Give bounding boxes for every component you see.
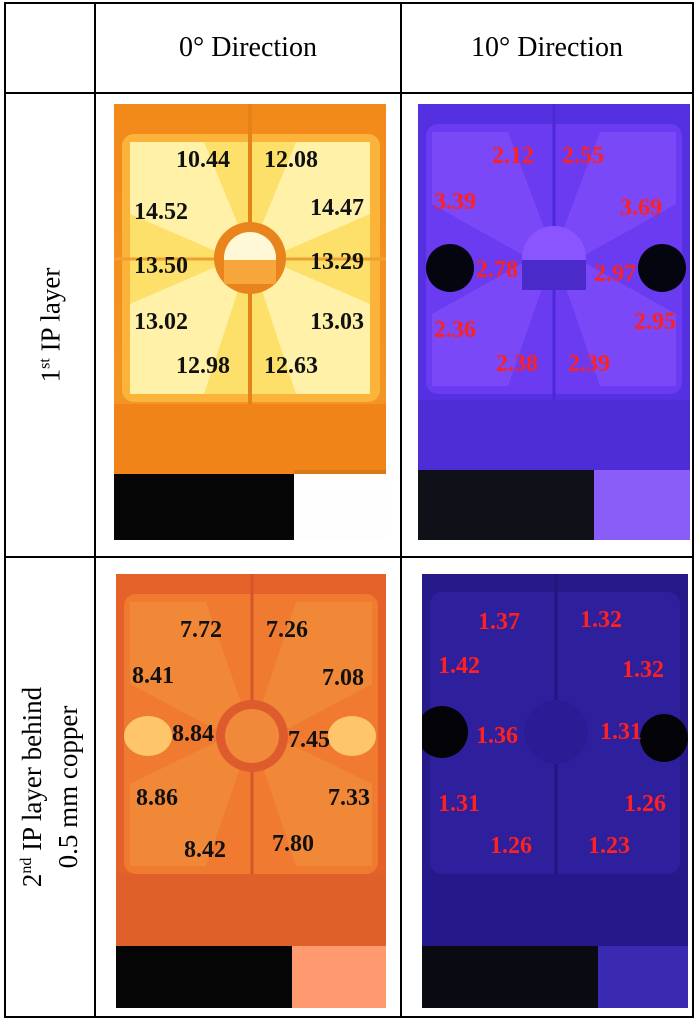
- row1-suffix: IP layer: [35, 267, 66, 359]
- table-border-left: [4, 2, 6, 1018]
- value-label: 7.80: [272, 831, 314, 857]
- value-label: 1.37: [478, 609, 520, 635]
- value-label: 12.08: [264, 147, 318, 173]
- row2-suffix: IP layer behind: [17, 686, 48, 858]
- table-border-right: [692, 2, 694, 1018]
- thermal-image-layer1-10deg-graphic: [418, 104, 690, 540]
- value-label: 13.50: [134, 253, 188, 279]
- value-label: 13.03: [310, 309, 364, 335]
- value-label: 2.38: [496, 351, 538, 377]
- value-label: 12.98: [176, 353, 230, 379]
- value-label: 8.84: [172, 721, 214, 747]
- value-label: 2.97: [594, 261, 636, 287]
- thermal-image-layer2-0deg-graphic: [116, 574, 386, 1008]
- row1-sup: st: [36, 358, 54, 369]
- thermal-image-layer1-10deg: 2.12 2.55 3.39 3.69 2.78 2.97 2.36 2.95 …: [418, 104, 690, 540]
- value-label: 1.23: [588, 833, 630, 859]
- value-label: 12.63: [264, 353, 318, 379]
- table-border-col1: [94, 2, 96, 1018]
- row1-prefix: 1: [35, 368, 66, 383]
- value-label: 3.39: [434, 189, 476, 215]
- column-header-0deg-angle: 0°: [179, 32, 205, 63]
- results-table: 0° Direction 10° Direction 1st IP layer …: [4, 2, 694, 1018]
- thermal-image-layer2-10deg: 1.37 1.32 1.42 1.32 1.36 1.31 1.31 1.26 …: [422, 574, 688, 1008]
- row2-prefix: 2: [17, 873, 48, 888]
- value-label: 7.26: [266, 617, 308, 643]
- value-label: 8.41: [132, 663, 174, 689]
- value-label: 1.26: [490, 833, 532, 859]
- value-label: 1.31: [600, 719, 642, 745]
- value-label: 10.44: [176, 147, 230, 173]
- column-header-10deg-text: Direction: [517, 32, 623, 63]
- value-label: 13.29: [310, 249, 364, 275]
- row2-sup: nd: [18, 857, 36, 874]
- value-label: 8.86: [136, 785, 178, 811]
- value-label: 7.45: [288, 727, 330, 753]
- value-label: 7.72: [180, 617, 222, 643]
- row2-line2: 0.5 mm copper: [53, 705, 84, 869]
- value-label: 8.42: [184, 837, 226, 863]
- value-label: 1.26: [624, 791, 666, 817]
- table-border-bottom: [4, 1016, 694, 1018]
- value-label: 13.02: [134, 309, 188, 335]
- table-border-header: [4, 92, 694, 94]
- value-label: 14.52: [134, 199, 188, 225]
- column-header-10deg-angle: 10°: [471, 32, 511, 63]
- thermal-image-layer1-0deg: 10.44 12.08 14.52 14.47 13.50 13.29 13.0…: [114, 104, 386, 540]
- thermal-image-layer1-0deg-graphic: [114, 104, 386, 540]
- row-header-first-layer: 1st IP layer: [4, 94, 96, 556]
- value-label: 1.31: [438, 791, 480, 817]
- value-label: 2.12: [492, 143, 534, 169]
- value-label: 2.39: [568, 351, 610, 377]
- thermal-image-layer2-10deg-graphic: [422, 574, 688, 1008]
- row-header-second-layer: 2nd IP layer behind 0.5 mm copper: [4, 558, 96, 1016]
- table-border-col2: [400, 2, 402, 1018]
- value-label: 1.36: [476, 723, 518, 749]
- column-header-10deg: 10° Direction: [402, 2, 692, 94]
- table-border-row1: [4, 556, 694, 558]
- value-label: 1.32: [580, 607, 622, 633]
- table-border-top: [4, 2, 694, 4]
- value-label: 2.55: [562, 143, 604, 169]
- value-label: 2.95: [634, 309, 676, 335]
- value-label: 2.78: [476, 257, 518, 283]
- value-label: 1.42: [438, 653, 480, 679]
- value-label: 1.32: [622, 657, 664, 683]
- column-header-0deg: 0° Direction: [96, 2, 400, 94]
- value-label: 2.36: [434, 317, 476, 343]
- thermal-image-layer2-0deg: 7.72 7.26 8.41 7.08 8.84 7.45 8.86 7.33 …: [116, 574, 386, 1008]
- value-label: 3.69: [620, 195, 662, 221]
- column-header-0deg-text: Direction: [211, 32, 317, 63]
- value-label: 7.33: [328, 785, 370, 811]
- value-label: 7.08: [322, 665, 364, 691]
- value-label: 14.47: [310, 195, 364, 221]
